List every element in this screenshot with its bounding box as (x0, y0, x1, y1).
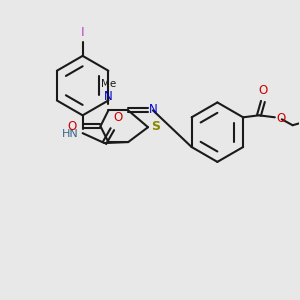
Text: O: O (258, 83, 268, 97)
Text: O: O (277, 112, 286, 125)
Text: I: I (81, 26, 84, 39)
Text: Me: Me (101, 79, 116, 88)
Text: N: N (149, 103, 158, 116)
Text: HN: HN (62, 129, 79, 139)
Text: O: O (113, 111, 123, 124)
Text: S: S (151, 120, 160, 133)
Text: N: N (104, 90, 113, 104)
Text: O: O (68, 120, 77, 133)
